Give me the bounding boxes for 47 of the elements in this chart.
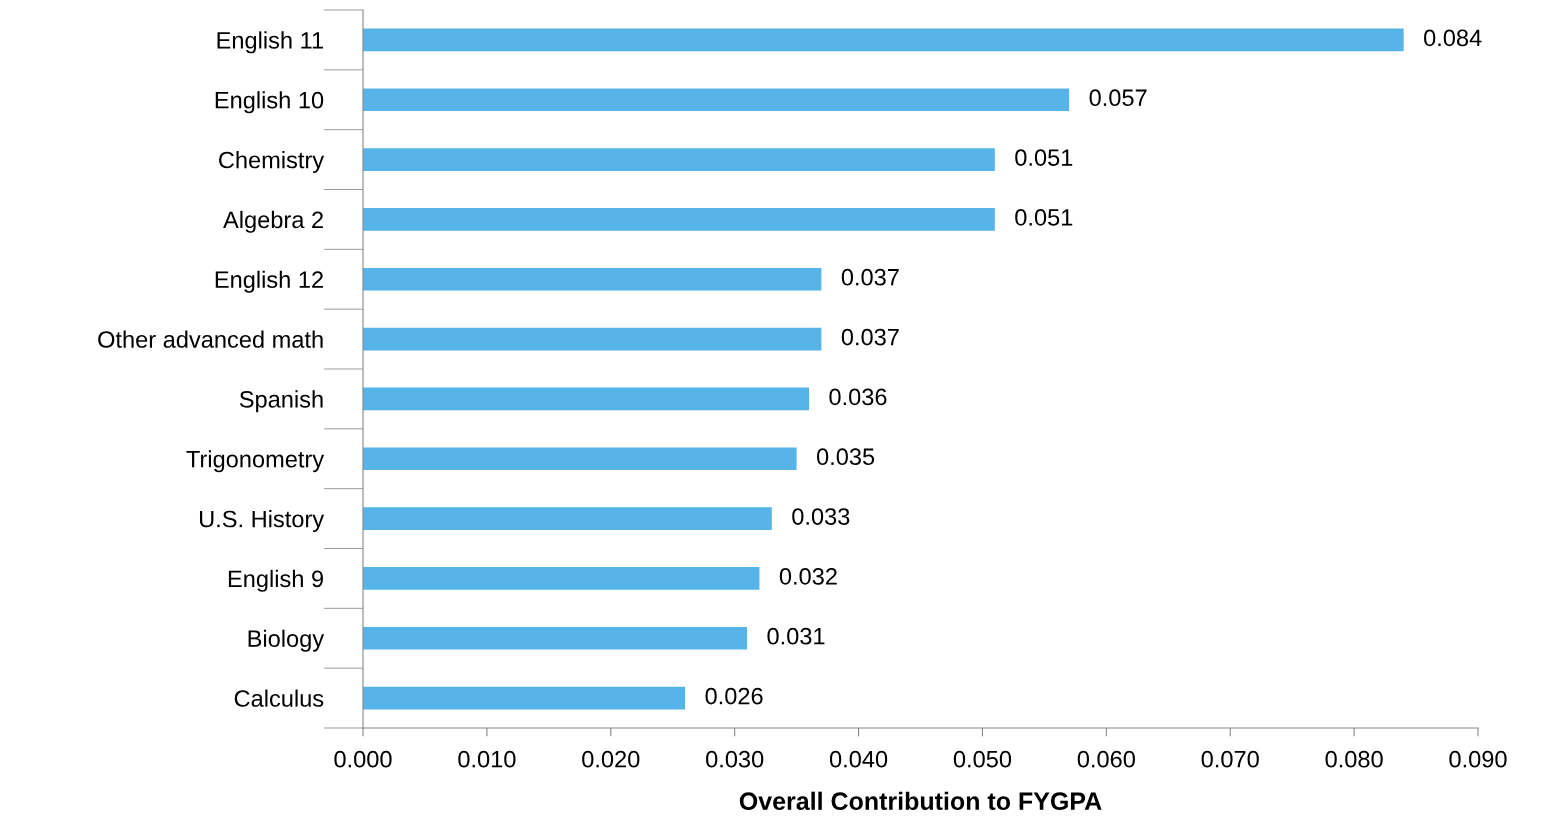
bar <box>363 208 995 231</box>
y-tick-label: Trigonometry <box>186 450 325 473</box>
bar <box>363 626 748 650</box>
y-tick-label: Other advanced math <box>98 330 323 348</box>
data-label: 0.057 <box>1089 89 1147 107</box>
y-tick-label: English 11 <box>217 31 323 54</box>
bar <box>363 567 760 590</box>
y-tick-label: Spanish <box>239 390 323 413</box>
data-label: 0.036 <box>829 388 887 406</box>
x-tick-label: 0.090 <box>1449 750 1507 768</box>
bar <box>363 148 995 171</box>
bar <box>363 267 822 291</box>
data-label: 0.033 <box>792 508 850 525</box>
y-tick-label: English 12 <box>215 270 323 293</box>
y-tick-label: English 10 <box>215 91 324 114</box>
x-tick-label: 0.050 <box>953 750 1012 768</box>
data-label: 0.037 <box>841 328 899 346</box>
y-tick-label: Calculus <box>234 689 324 707</box>
data-label: 0.035 <box>816 448 875 466</box>
bar <box>363 387 809 411</box>
y-tick-label: Biology <box>248 629 325 652</box>
bar <box>363 686 686 710</box>
bar <box>363 447 797 471</box>
y-tick-label: U.S. History <box>199 510 325 533</box>
data-label: 0.037 <box>841 268 899 286</box>
x-tick-label: 0.020 <box>582 750 640 768</box>
y-tick-label: Chemistry <box>219 151 325 174</box>
bar <box>363 327 822 351</box>
data-label: 0.051 <box>1015 209 1073 226</box>
x-tick-label: 0.060 <box>1077 750 1135 768</box>
x-tick-label: 0.080 <box>1325 750 1383 768</box>
x-tick-label: 0.010 <box>458 750 516 768</box>
data-label: 0.031 <box>767 627 825 645</box>
x-axis-title: Overall Contribution to FYGPA <box>739 791 1102 811</box>
data-label: 0.084 <box>1424 29 1482 47</box>
data-label: 0.051 <box>1015 149 1073 166</box>
x-tick-label: 0.040 <box>829 750 888 768</box>
y-tick-label: English 9 <box>228 569 323 592</box>
x-tick-label: 0.030 <box>706 750 764 768</box>
bar <box>363 28 1404 52</box>
bar <box>363 88 1070 112</box>
data-label: 0.032 <box>779 568 837 585</box>
x-tick-label: 0.070 <box>1201 750 1259 768</box>
data-label: 0.026 <box>705 687 763 705</box>
y-tick-label: Algebra 2 <box>223 210 323 233</box>
x-tick-label: 0.000 <box>334 750 392 768</box>
bar <box>363 507 772 530</box>
